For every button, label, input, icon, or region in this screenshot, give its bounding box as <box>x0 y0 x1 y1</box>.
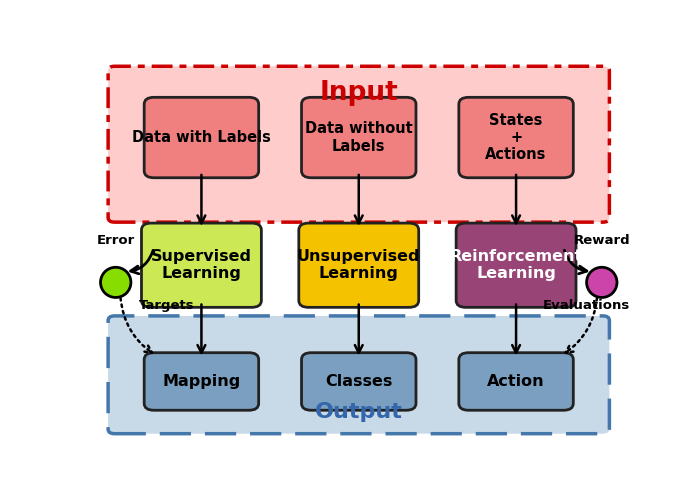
Text: Mapping: Mapping <box>162 374 241 389</box>
Text: Error: Error <box>97 234 135 247</box>
Text: Data with Labels: Data with Labels <box>132 130 271 145</box>
Text: Data without
Labels: Data without Labels <box>305 121 412 154</box>
Ellipse shape <box>587 267 617 297</box>
FancyBboxPatch shape <box>108 66 610 222</box>
FancyBboxPatch shape <box>108 316 610 434</box>
FancyBboxPatch shape <box>299 223 419 307</box>
FancyBboxPatch shape <box>144 98 259 178</box>
Text: Input: Input <box>319 80 398 106</box>
Text: Reinforcement
Learning: Reinforcement Learning <box>449 249 582 282</box>
Text: Unsupervised
Learning: Unsupervised Learning <box>297 249 421 282</box>
FancyBboxPatch shape <box>302 353 416 410</box>
Text: Targets: Targets <box>139 299 195 312</box>
Text: Supervised
Learning: Supervised Learning <box>151 249 252 282</box>
Text: Classes: Classes <box>325 374 393 389</box>
FancyBboxPatch shape <box>456 223 576 307</box>
FancyBboxPatch shape <box>458 98 573 178</box>
Ellipse shape <box>101 267 131 297</box>
Text: States
+
Actions: States + Actions <box>485 113 547 162</box>
FancyBboxPatch shape <box>144 353 259 410</box>
FancyBboxPatch shape <box>141 223 261 307</box>
Text: Reward: Reward <box>573 234 630 247</box>
Text: Evaluations: Evaluations <box>543 299 631 312</box>
FancyBboxPatch shape <box>302 98 416 178</box>
FancyBboxPatch shape <box>458 353 573 410</box>
Text: Action: Action <box>487 374 545 389</box>
Text: Output: Output <box>315 402 402 422</box>
